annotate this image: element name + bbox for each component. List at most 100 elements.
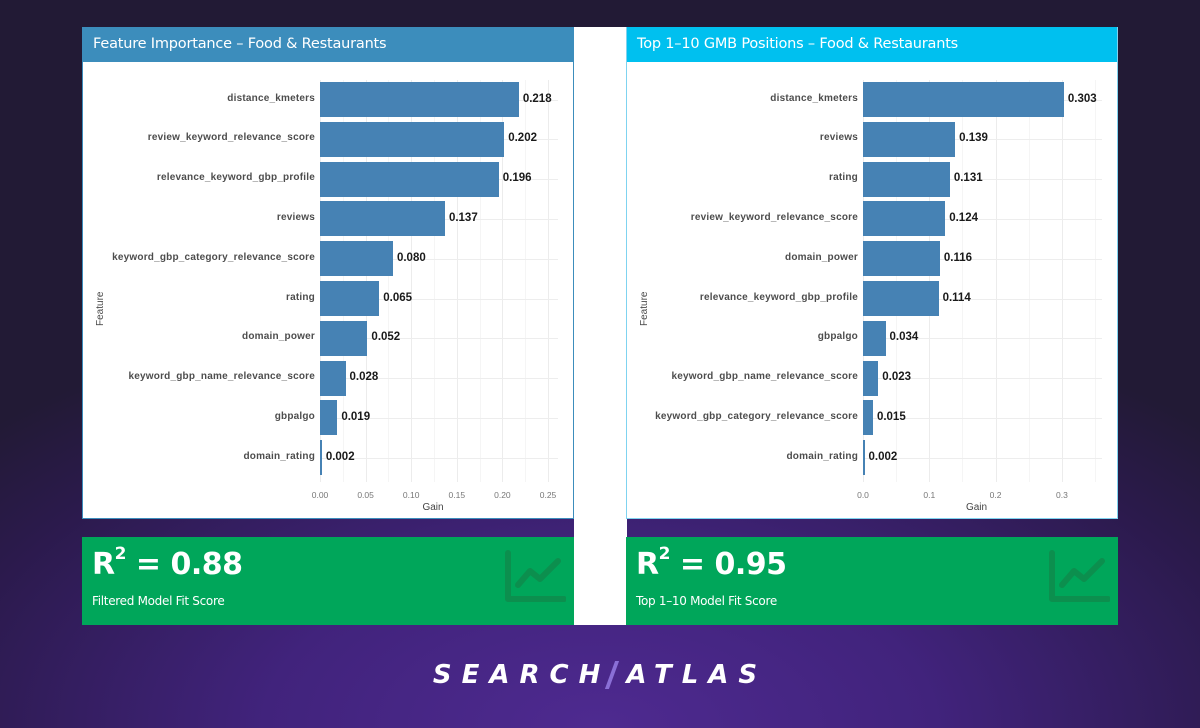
grid-line <box>863 338 1102 340</box>
grid-line <box>320 378 558 380</box>
feature-label: distance_kmeters <box>770 92 858 104</box>
x-tick-label: 0.00 <box>311 490 329 500</box>
feature-bar <box>863 161 950 197</box>
bar-value-label: 0.218 <box>522 92 552 105</box>
bar-value-label: 0.196 <box>502 172 532 185</box>
grid-line <box>502 80 504 482</box>
grid-line <box>863 457 1102 459</box>
feature-bar <box>320 82 519 117</box>
bar-value-label: 0.080 <box>396 251 426 264</box>
line-chart-icon <box>1049 550 1110 602</box>
grid-line <box>1095 80 1097 482</box>
feature-label: domain_rating <box>786 450 858 462</box>
grid-line <box>525 80 527 482</box>
r-squared-value: R2 = 0.95 <box>636 544 787 582</box>
grid-line <box>863 179 1102 181</box>
bar-value-label: 0.034 <box>889 331 919 344</box>
grid-line <box>320 258 558 260</box>
top10-positions-chart: distance_kmeters 0.303 reviews 0.139 rating 0… <box>627 62 1117 518</box>
feature-importance-chart: distance_kmeters 0.218 review_keyword_rele… <box>83 62 573 518</box>
grid-line <box>320 338 558 340</box>
search-atlas-logo: SEARCH ATLAS <box>420 660 780 690</box>
bar-value-label: 0.052 <box>371 331 401 344</box>
panel-title: Feature Importance – Food & Restaurants <box>83 27 573 62</box>
bar-value-label: 0.015 <box>876 410 906 423</box>
feature-label: domain_rating <box>243 450 315 462</box>
feature-label: reviews <box>819 132 858 144</box>
feature-bar <box>320 241 393 277</box>
x-tick-label: 0.25 <box>539 490 557 500</box>
grid-line <box>863 378 1102 380</box>
feature-bar <box>863 82 1064 117</box>
bar-value-label: 0.019 <box>341 410 371 423</box>
feature-label: distance_kmeters <box>227 92 315 104</box>
grid-line <box>995 80 997 482</box>
grid-line <box>1061 80 1063 482</box>
grid-line <box>388 80 390 482</box>
bar-value-label: 0.137 <box>448 211 478 224</box>
r-squared-value: R2 = 0.88 <box>92 544 243 582</box>
grid-line <box>320 417 558 419</box>
feature-bar <box>320 281 380 316</box>
line-chart-icon <box>505 550 566 602</box>
feature-label: relevance_keyword_gbp_profile <box>156 172 315 184</box>
grid-line <box>962 80 964 482</box>
feature-label: keyword_gbp_name_relevance_score <box>128 371 315 383</box>
bar-value-label: 0.023 <box>882 371 912 384</box>
bar-value-label: 0.139 <box>959 132 988 145</box>
top10-positions-panel: Top 1–10 GMB Positions – Food & Restaura… <box>626 27 1118 519</box>
x-axis-label: Gain <box>965 502 988 513</box>
y-axis-label: Feature <box>95 291 106 326</box>
score-label: Filtered Model Fit Score <box>92 594 225 608</box>
panel-title: Top 1–10 GMB Positions – Food & Restaura… <box>627 27 1117 62</box>
grid-line <box>456 80 458 482</box>
feature-bar <box>863 121 956 157</box>
feature-bar <box>320 201 445 237</box>
feature-label: rating <box>829 172 858 184</box>
feature-importance-panel: Feature Importance – Food & Restaurants … <box>82 27 574 519</box>
bar-value-label: 0.124 <box>949 211 978 224</box>
feature-bar <box>863 281 939 316</box>
feature-bar <box>863 320 886 356</box>
grid-line <box>320 457 558 459</box>
grid-line <box>548 80 549 482</box>
feature-label: review_keyword_relevance_score <box>147 132 315 144</box>
bar-value-label: 0.028 <box>349 371 379 384</box>
bar-value-label: 0.114 <box>942 291 971 304</box>
score-label: Top 1–10 Model Fit Score <box>636 594 777 608</box>
feature-bar <box>863 360 879 396</box>
y-axis-label: Feature <box>639 291 650 326</box>
grid-line <box>434 80 435 482</box>
feature-label: domain_power <box>785 251 858 263</box>
feature-bar <box>320 400 338 436</box>
filtered-model-score-card: R2 = 0.88 Filtered Model Fit Score <box>82 537 574 625</box>
grid-line <box>411 80 413 482</box>
logo-word-search: SEARCH <box>432 660 611 690</box>
grid-line <box>863 139 1102 141</box>
logo-word-atlas: ATLAS <box>626 660 768 690</box>
feature-label: review_keyword_relevance_score <box>690 211 858 223</box>
x-tick-label: 0.2 <box>989 490 1002 500</box>
feature-label: keyword_gbp_category_relevance_score <box>112 251 315 263</box>
feature-label: domain_power <box>242 331 315 343</box>
bar-value-label: 0.002 <box>868 450 898 463</box>
feature-label: rating <box>286 291 315 303</box>
grid-line <box>863 218 1102 220</box>
feature-bar <box>863 400 873 436</box>
feature-bar <box>320 440 322 476</box>
x-axis-label: Gain <box>422 502 444 513</box>
x-tick-label: 0.10 <box>402 490 420 500</box>
feature-label: keyword_gbp_name_relevance_score <box>671 371 858 383</box>
x-tick-label: 0.3 <box>1055 490 1068 500</box>
feature-bar <box>320 121 505 157</box>
bar-value-label: 0.065 <box>383 291 413 304</box>
bar-value-label: 0.116 <box>943 251 973 264</box>
x-tick-label: 0.20 <box>494 490 511 500</box>
bar-value-label: 0.002 <box>325 450 355 463</box>
bar-value-label: 0.131 <box>953 172 983 185</box>
grid-line <box>1028 80 1030 482</box>
grid-line <box>479 80 481 482</box>
x-tick-label: 0.1 <box>923 490 936 500</box>
feature-label: gbpalgo <box>817 331 858 343</box>
top10-model-score-card: R2 = 0.95 Top 1–10 Model Fit Score <box>626 537 1118 625</box>
